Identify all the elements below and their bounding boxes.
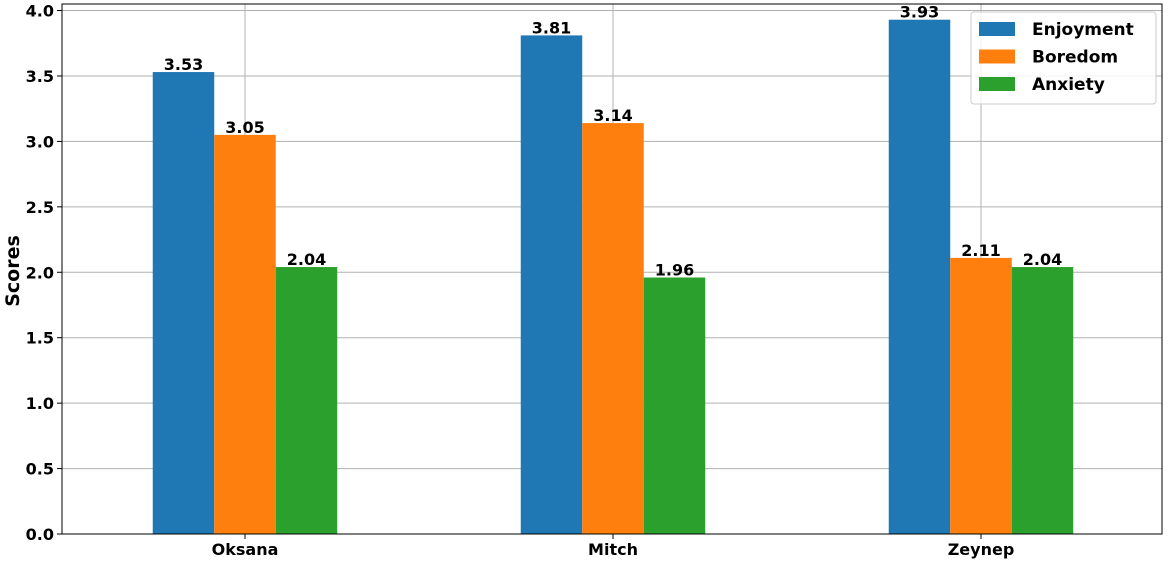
- y-tick-label: 2.5: [26, 198, 54, 217]
- y-tick-label: 1.5: [26, 329, 54, 348]
- bars-layer: [152, 19, 1074, 535]
- data-label: 1.96: [655, 261, 694, 280]
- legend: Enjoyment Boredom Anxiety: [970, 11, 1157, 105]
- data-label: 2.04: [1023, 250, 1062, 269]
- bar-enjoyment-oksana: [152, 72, 215, 535]
- legend-label: Boredom: [1032, 48, 1118, 68]
- x-tick-label: Oksana: [212, 540, 279, 559]
- bar-boredom-oksana: [214, 134, 276, 534]
- data-label: 3.05: [225, 118, 264, 137]
- data-label: 3.81: [532, 18, 571, 37]
- data-label: 2.04: [287, 250, 326, 269]
- legend-label: Enjoyment: [1032, 20, 1134, 40]
- legend-label: Anxiety: [1032, 75, 1105, 95]
- axes-layer: 0.0 0.5 1.0 1.5 2.0 2.5 3.0 3.5 4.0 Oksana Mitch Ze…: [26, 2, 1163, 559]
- y-tick-label: 4.0: [26, 2, 54, 21]
- data-label: 2.11: [961, 241, 1000, 260]
- data-label: 3.93: [900, 3, 939, 22]
- legend-swatch-boredom: [979, 49, 1015, 64]
- bar-anxiety-oksana: [275, 267, 338, 534]
- x-tick-label: Zeynep: [948, 540, 1015, 559]
- y-tick-label: 0.0: [26, 525, 54, 544]
- legend-box: [970, 11, 1157, 105]
- y-tick-label: 3.0: [26, 132, 54, 151]
- y-tick-label: 2.0: [26, 263, 54, 282]
- legend-swatch-anxiety: [979, 77, 1015, 91]
- y-axis-label: Scores: [2, 235, 24, 307]
- y-tick-label: 0.5: [26, 460, 54, 479]
- y-tick-label: 1.0: [26, 394, 54, 413]
- data-label: 3.14: [593, 106, 632, 125]
- x-tick-label: Mitch: [588, 540, 638, 559]
- bar-enjoyment-zeynep: [888, 19, 951, 535]
- y-tick-label: 3.5: [26, 67, 54, 86]
- bar-enjoyment-mitch: [520, 35, 583, 534]
- data-labels-layer: 3.53 3.81 3.93 3.05 3.14 2.11 2.04 1.96 2.04: [164, 3, 1062, 280]
- bar-boredom-zeynep: [950, 257, 1012, 534]
- bar-anxiety-zeynep: [1011, 267, 1074, 534]
- bar-boredom-mitch: [582, 123, 644, 534]
- data-label: 3.53: [164, 55, 203, 74]
- bar-anxiety-mitch: [643, 277, 706, 534]
- plot-frame: [61, 3, 1163, 535]
- legend-swatch-enjoyment: [979, 22, 1015, 36]
